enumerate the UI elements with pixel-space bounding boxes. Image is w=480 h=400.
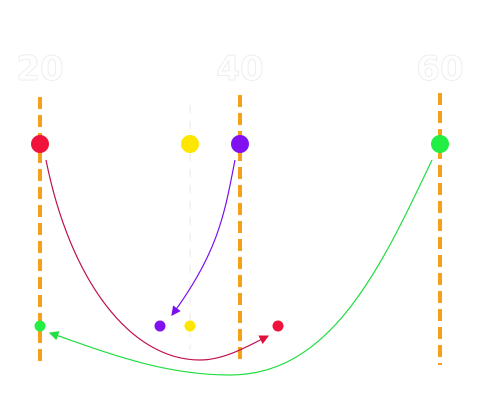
node: [31, 135, 49, 153]
label: 20: [16, 49, 63, 89]
dot: [184, 320, 196, 332]
label: 40: [216, 49, 263, 89]
node: [231, 135, 249, 153]
dot: [34, 320, 46, 332]
dot: [272, 320, 284, 332]
arrow: [45, 159, 270, 361]
node: [431, 135, 449, 153]
dot: [154, 320, 166, 332]
node: [181, 135, 199, 153]
label: 60: [416, 49, 463, 89]
arrow: [171, 159, 236, 316]
arrow: [48, 159, 433, 376]
